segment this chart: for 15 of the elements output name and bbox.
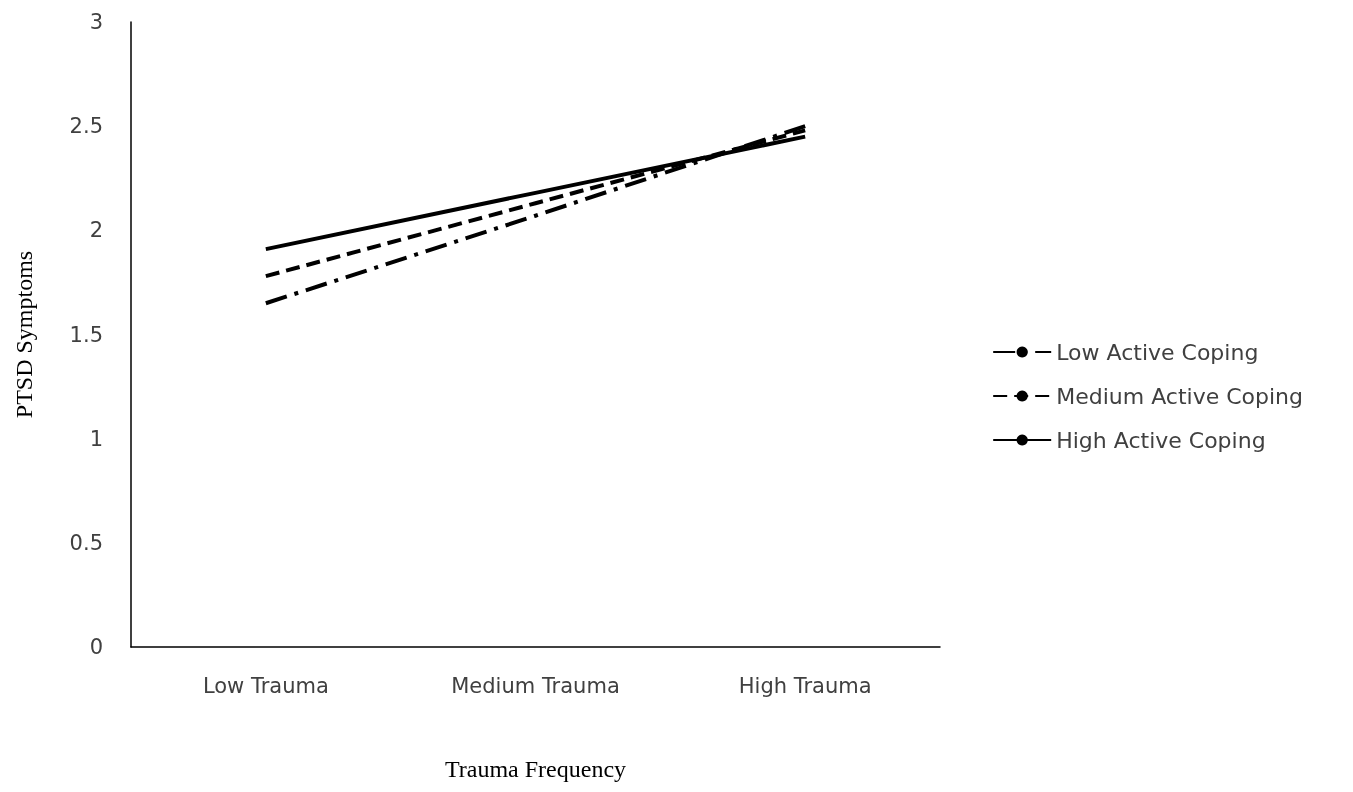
- x-axis-title: Trauma Frequency: [444, 756, 627, 782]
- legend-label: Low Active Coping: [1056, 339, 1259, 365]
- x-tick-label: Medium Trauma: [451, 673, 620, 698]
- y-tick-label: 2.5: [69, 114, 103, 139]
- x-tick-label: High Trauma: [738, 673, 872, 698]
- y-tick-label: 1: [89, 426, 103, 451]
- y-tick-label: 1.5: [69, 322, 103, 347]
- y-tick-label: 3: [89, 10, 103, 34]
- legend-label: High Active Coping: [1056, 427, 1266, 453]
- y-tick-label: 2: [89, 218, 103, 243]
- x-tick-label: Low Trauma: [202, 673, 329, 698]
- y-axis-title: PTSD Symptoms: [11, 250, 37, 419]
- legend-label: Medium Active Coping: [1056, 383, 1303, 409]
- y-tick-label: 0.5: [69, 530, 103, 555]
- y-tick-label: 0: [89, 635, 103, 659]
